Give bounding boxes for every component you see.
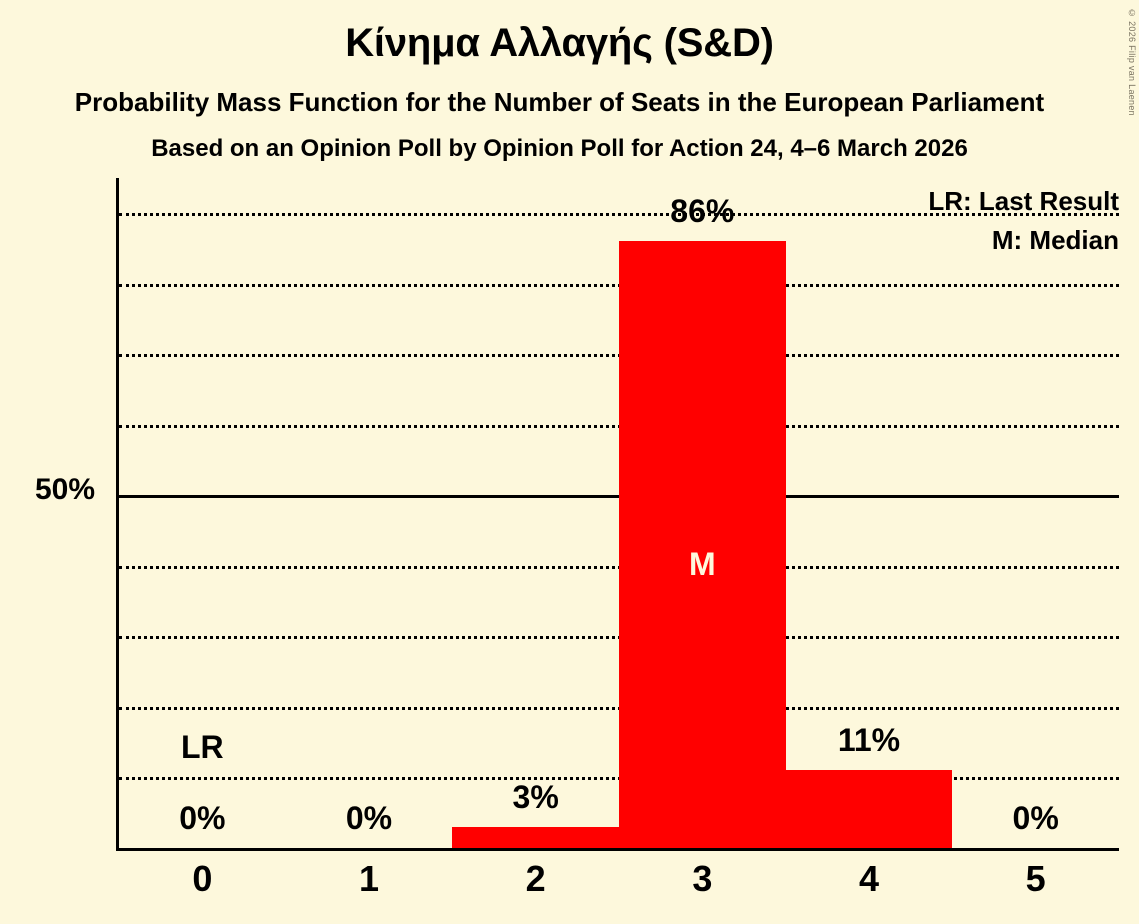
x-axis-tick-label: 1	[358, 858, 379, 899]
chart-source-note: Based on an Opinion Poll by Opinion Poll…	[151, 135, 968, 162]
legend-item-median: M: Median	[991, 225, 1119, 255]
x-axis-tick-label: 3	[692, 858, 713, 899]
last-result-marker: LR	[181, 729, 224, 766]
y-axis-line	[116, 178, 119, 850]
bar-value-label: 86%	[670, 193, 735, 230]
bar-value-label: 0%	[345, 800, 393, 836]
bar-value-label: 0%	[179, 800, 226, 836]
bar	[452, 826, 619, 848]
legend-item-last-result: LR: Last Result	[928, 186, 1119, 216]
gridline-minor	[119, 213, 1119, 217]
bar-value-label: 0%	[1012, 800, 1059, 836]
x-axis-tick-label: 4	[858, 858, 879, 899]
median-marker: M	[689, 546, 716, 583]
chart-subtitle: Probability Mass Function for the Number…	[74, 87, 1045, 117]
y-axis-tick-label: 50%	[34, 473, 95, 507]
x-axis-line	[116, 848, 1119, 851]
page-title: Κίνημα Αλλαγής (S&D)	[345, 21, 774, 65]
chart-legend: LR: Last Result M: Median	[928, 182, 1119, 260]
plot-area: 0% LR 0% 3% M 86% 11% 0% 50%	[35, 178, 1119, 851]
bar	[785, 770, 953, 848]
bar: M	[619, 241, 786, 848]
x-axis-tick-label: 5	[1025, 858, 1046, 899]
x-axis-tick-label: 0	[192, 858, 213, 899]
bar-value-label: 11%	[837, 722, 901, 759]
x-axis-tick-label: 2	[525, 858, 546, 899]
copyright-notice: © 2026 Filip van Laenen	[1127, 8, 1137, 116]
bar-value-label: 3%	[512, 778, 559, 815]
